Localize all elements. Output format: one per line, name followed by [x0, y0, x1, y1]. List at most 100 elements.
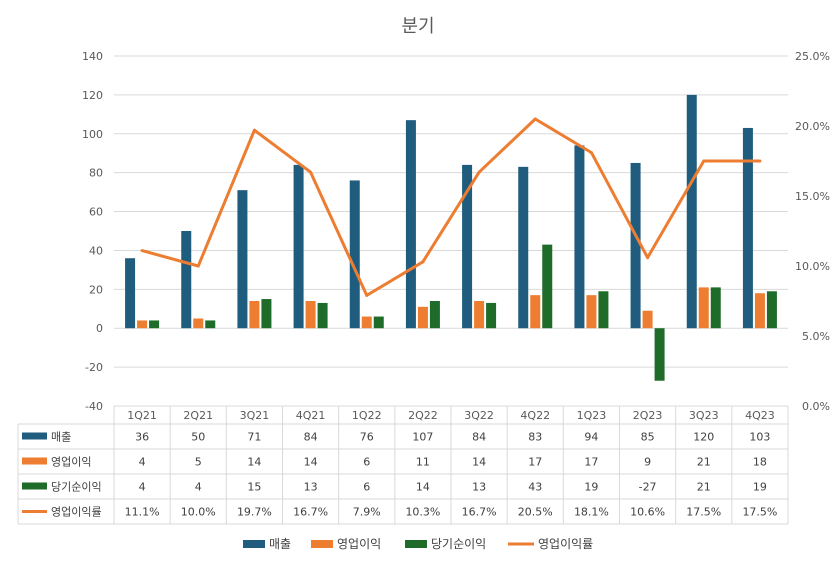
- table-cell-영업이익률-2q22: 10.3%: [405, 506, 440, 519]
- category-label: 3Q23: [689, 409, 719, 422]
- point-영업이익률-4q22: [533, 117, 537, 121]
- table-key-당기순이익: [22, 482, 47, 490]
- table-cell-당기순이익-2q21: 4: [195, 481, 202, 494]
- bar-영업이익-1q23: [586, 295, 597, 329]
- table-cell-영업이익률-2q21: 10.0%: [181, 506, 216, 519]
- bar-당기순이익-4q21: [317, 302, 328, 329]
- point-영업이익률-3q22: [477, 170, 481, 174]
- bar-매출-1q22: [349, 180, 360, 329]
- category-label: 2Q21: [183, 409, 213, 422]
- table-cell-매출-2q23: 85: [641, 431, 655, 444]
- category-label: 1Q22: [352, 409, 382, 422]
- category-label: 2Q23: [633, 409, 663, 422]
- table-cell-영업이익-3q23: 21: [697, 456, 711, 469]
- bar-당기순이익-4q23: [766, 291, 777, 329]
- table-cell-영업이익-3q21: 14: [247, 456, 261, 469]
- bar-매출-3q22: [462, 164, 473, 329]
- table-cell-영업이익률-3q22: 16.7%: [462, 506, 497, 519]
- table-cell-당기순이익-1q22: 6: [363, 481, 370, 494]
- table-cell-영업이익-1q23: 17: [584, 456, 598, 469]
- legend-label: 영업이익: [337, 537, 381, 551]
- table-cell-당기순이익-2q22: 14: [416, 481, 430, 494]
- bar-당기순이익-4q22: [542, 244, 553, 329]
- table-cell-당기순이익-2q23: -27: [639, 481, 657, 494]
- table-cell-영업이익-4q21: 14: [304, 456, 318, 469]
- point-영업이익률-3q21: [252, 128, 256, 132]
- table-cell-영업이익-4q22: 17: [528, 456, 542, 469]
- category-label: 3Q21: [240, 409, 270, 422]
- bar-매출-4q21: [293, 164, 304, 329]
- bar-매출-4q22: [518, 166, 529, 329]
- bar-당기순이익-2q22: [429, 301, 440, 329]
- legend-label: 영업이익률: [538, 537, 593, 551]
- table-cell-매출-2q22: 107: [412, 431, 433, 444]
- line-series: [140, 117, 762, 297]
- y2-tick-label: 25.0%: [795, 50, 830, 63]
- table-row-label: 영업이익: [51, 456, 91, 469]
- table-cell-영업이익률-4q22: 20.5%: [518, 506, 553, 519]
- table-cell-영업이익률-3q21: 19.7%: [237, 506, 272, 519]
- legend-key-매출: [243, 540, 265, 548]
- bar-당기순이익-3q22: [486, 302, 497, 329]
- table-key-영업이익: [22, 457, 47, 465]
- table-cell-영업이익률-1q21: 11.1%: [125, 506, 160, 519]
- y-tick-label: -40: [85, 400, 103, 413]
- category-label: 4Q23: [745, 409, 775, 422]
- y-tick-label: 80: [89, 167, 103, 180]
- bar-매출-1q23: [574, 145, 585, 329]
- bar-영업이익-4q21: [305, 301, 316, 329]
- y2-tick-label: 0.0%: [802, 400, 830, 413]
- bar-당기순이익-2q23: [654, 328, 665, 381]
- y2-tick-label: 15.0%: [795, 190, 830, 203]
- bar-영업이익-4q23: [754, 293, 765, 329]
- bar-영업이익-4q22: [530, 295, 541, 329]
- bar-매출-3q21: [237, 190, 248, 329]
- point-영업이익률-1q22: [365, 293, 369, 297]
- category-label: 3Q22: [464, 409, 494, 422]
- bar-당기순이익-3q21: [261, 299, 272, 329]
- table-cell-당기순이익-3q21: 15: [247, 481, 261, 494]
- table-row-label: 당기순이익: [51, 481, 102, 494]
- y-tick-label: -20: [85, 361, 103, 374]
- table-cell-영업이익률-1q22: 7.9%: [353, 506, 381, 519]
- point-영업이익률-3q23: [702, 159, 706, 163]
- table-cell-매출-4q23: 103: [749, 431, 770, 444]
- y-tick-label: 40: [89, 244, 103, 257]
- bar-영업이익-2q21: [193, 318, 204, 329]
- table-cell-영업이익-2q21: 5: [195, 456, 202, 469]
- bar-영업이익-3q23: [698, 287, 709, 329]
- table-cell-영업이익-2q23: 9: [644, 456, 651, 469]
- table-cell-영업이익률-3q23: 17.5%: [686, 506, 721, 519]
- point-영업이익률-1q23: [589, 151, 593, 155]
- table-row-label: 매출: [51, 431, 71, 444]
- y-tick-label: 0: [96, 322, 103, 335]
- y-tick-label: 120: [82, 89, 103, 102]
- point-영업이익률-2q23: [646, 256, 650, 260]
- bar-당기순이익-1q21: [149, 320, 160, 329]
- legend: 매출 영업이익 당기순이익 영업이익률: [243, 537, 593, 551]
- y2-tick-label: 5.0%: [802, 330, 830, 343]
- y2-axis: 0.0% 5.0% 10.0% 15.0% 20.0% 25.0%: [795, 50, 830, 413]
- table-cell-영업이익률-4q21: 16.7%: [293, 506, 328, 519]
- data-table: 1Q21 2Q21 3Q21 4Q21 1Q22 2Q22 3Q22 4Q22 1Q23 2Q23…: [17, 406, 789, 525]
- table-cell-영업이익-1q21: 4: [139, 456, 146, 469]
- bar-매출-2q23: [630, 162, 641, 329]
- y-tick-label: 60: [89, 206, 103, 219]
- bar-영업이익-3q22: [474, 301, 485, 329]
- y-axis: -40 -20 0 20 40 60 80 100 120 140: [82, 50, 103, 413]
- grid: [114, 55, 788, 407]
- point-영업이익률-1q21: [140, 249, 144, 253]
- legend-key-당기순이익: [405, 540, 427, 548]
- table-cell-매출-3q21: 71: [247, 431, 261, 444]
- bar-매출-4q23: [742, 127, 753, 329]
- y-tick-label: 140: [82, 50, 103, 63]
- table-cell-당기순이익-4q21: 13: [304, 481, 318, 494]
- bar-매출-2q22: [405, 120, 416, 329]
- bar-매출-2q21: [181, 231, 192, 329]
- point-영업이익률-2q22: [421, 260, 425, 264]
- table-cell-영업이익률-1q23: 18.1%: [574, 506, 609, 519]
- y2-tick-label: 20.0%: [795, 120, 830, 133]
- table-cell-매출-3q23: 120: [693, 431, 714, 444]
- legend-label: 당기순이익: [431, 537, 486, 551]
